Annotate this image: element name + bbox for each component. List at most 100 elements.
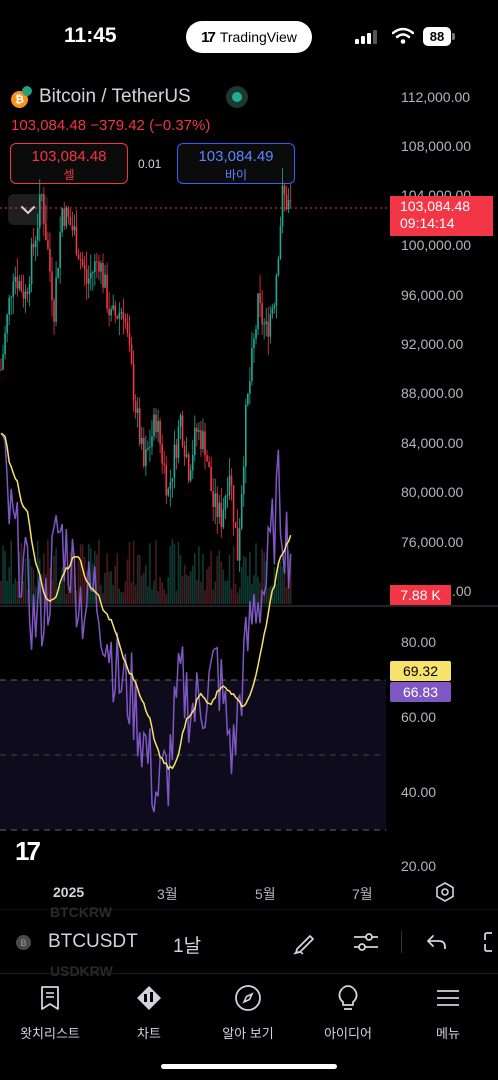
volume-bar (224, 580, 227, 604)
candle-body (198, 430, 200, 432)
nav-chart[interactable]: 차트 (99, 984, 199, 1042)
candle-body (204, 431, 206, 456)
interval-selector[interactable]: 1날 (173, 936, 202, 957)
candle-body (71, 225, 74, 231)
candle-body (210, 466, 212, 492)
nav-menu[interactable]: 메뉴 (398, 984, 498, 1042)
volume-bar (275, 584, 278, 604)
volume-bar (98, 539, 100, 604)
ghost-symbol-above: BTCKRW (50, 904, 112, 920)
candle-body (130, 344, 133, 364)
tradingview-logo-icon: 17 (201, 28, 216, 46)
candle-body (173, 444, 176, 478)
home-indicator[interactable] (161, 1064, 337, 1069)
candle-body (69, 216, 72, 226)
candle-body (143, 438, 145, 466)
nav-explore[interactable]: 알아 보기 (198, 984, 298, 1042)
candle-body (267, 321, 270, 337)
candle-body (236, 527, 239, 561)
candle-body (8, 297, 10, 315)
candle-body (77, 254, 80, 260)
candle-body (216, 493, 219, 518)
nav-ideas[interactable]: 아이디어 (298, 984, 398, 1042)
market-open-status-icon[interactable] (226, 86, 248, 108)
rsi-axis-label: 80.00 (401, 634, 437, 650)
candle-body (145, 449, 147, 466)
candle-body (110, 309, 112, 316)
nav-chart-label: 차트 (137, 1026, 161, 1041)
volume-bar (181, 576, 184, 604)
candle-body (228, 475, 231, 496)
candle-body (26, 291, 29, 294)
volume-bar (167, 577, 170, 604)
price-axis-label: 100,000.00 (401, 237, 472, 253)
volume-bar (59, 585, 61, 604)
rsi-line (0, 432, 292, 813)
undo-icon[interactable] (424, 928, 450, 956)
candle-body (289, 200, 292, 202)
candle-body (73, 226, 76, 231)
sell-button[interactable]: 103,084.48 셀 (10, 143, 128, 184)
volume-bar (65, 593, 68, 604)
volume-bar (214, 581, 216, 604)
volume-bar (259, 582, 261, 604)
volume-bar (14, 578, 17, 604)
volume-bar (22, 581, 25, 604)
candle-body (118, 312, 121, 319)
candle-body (85, 269, 88, 284)
candle-body (18, 280, 21, 289)
candle-body (63, 208, 66, 226)
volume-bar (34, 586, 37, 604)
buy-button[interactable]: 103,084.49 바이 (177, 143, 295, 184)
candle-body (206, 455, 208, 462)
candle-body (149, 446, 151, 448)
symbol-selector[interactable]: BTCUSDT (48, 931, 138, 952)
candle-body (126, 322, 129, 333)
candle-body (102, 263, 104, 288)
candle-body (106, 274, 108, 309)
candle-body (271, 308, 274, 315)
candle-body (83, 265, 86, 270)
volume-bar (179, 555, 182, 604)
chart-settings-icon[interactable] (434, 881, 456, 903)
candle-body (59, 231, 61, 268)
volume-bar (63, 577, 66, 604)
volume-tag: 7.88 K (390, 585, 451, 605)
candle-body (0, 368, 2, 370)
price-axis-label: 112,000.00 (401, 89, 471, 105)
collapse-legend-button[interactable] (8, 194, 48, 225)
volume-bar (8, 567, 10, 604)
symbol-title[interactable]: Bitcoin / TetherUS (39, 86, 191, 107)
tradingview-pill[interactable]: 17 TradingView (186, 21, 312, 53)
volume-bar (26, 589, 29, 604)
chart-canvas[interactable] (0, 0, 498, 910)
candle-body (34, 240, 37, 248)
volume-bar (130, 582, 133, 604)
drawing-tool-pencil-icon[interactable] (291, 928, 319, 956)
candle-body (281, 185, 284, 227)
volume-bar (208, 566, 210, 604)
candle-body (220, 502, 223, 528)
candle-body (49, 248, 51, 272)
nav-ideas-label: 아이디어 (324, 1026, 372, 1041)
candle-body (261, 303, 263, 325)
candle-body (55, 277, 57, 322)
candle-body (240, 493, 243, 529)
candle-body (96, 261, 98, 263)
symbol-logo-icon: B (16, 935, 31, 950)
volume-bar (277, 561, 280, 604)
volume-bar (73, 574, 76, 604)
nav-watchlist[interactable]: 왓치리스트 (0, 984, 100, 1042)
volume-bar (194, 553, 196, 604)
volume-bar (183, 564, 186, 604)
candle-body (253, 338, 255, 349)
volume-bar (0, 580, 2, 604)
candle-body (185, 454, 188, 457)
bar-countdown: 09:14:14 (400, 215, 455, 231)
volume-bar (57, 592, 59, 604)
price-axis-label: 96,000.00 (401, 287, 464, 303)
volume-bar (283, 564, 286, 604)
volume-bar (161, 582, 163, 604)
fullscreen-icon[interactable] (482, 928, 498, 956)
indicators-settings-icon[interactable] (352, 928, 380, 956)
